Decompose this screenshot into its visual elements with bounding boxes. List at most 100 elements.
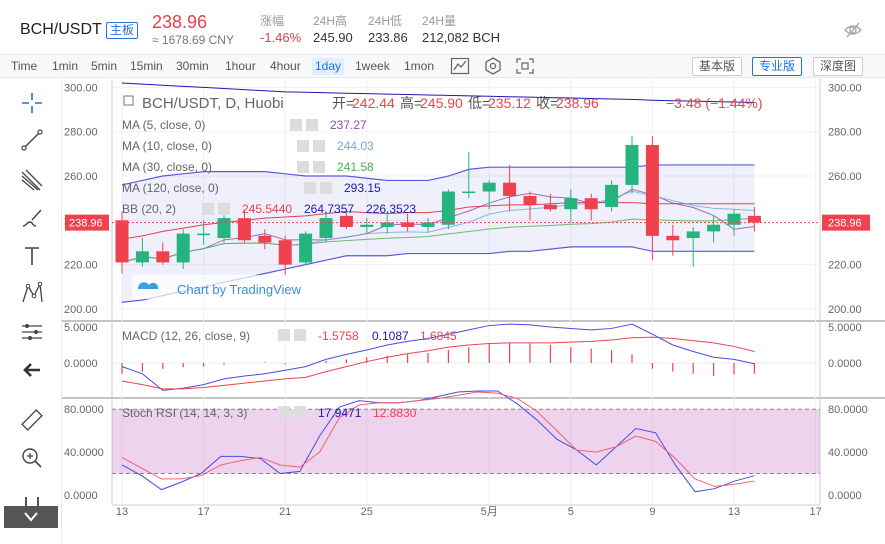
candle-body	[421, 222, 435, 227]
candlesticks[interactable]	[112, 136, 820, 276]
text-icon[interactable]	[18, 242, 46, 270]
view-basic-button[interactable]: 基本版	[692, 57, 743, 76]
candle-body	[380, 222, 394, 227]
macd-pane	[112, 323, 820, 391]
view-pro-button[interactable]: 专业版	[752, 57, 803, 76]
time-tick: 13	[728, 506, 740, 518]
rsi-tick-left: 40.0000	[64, 447, 104, 459]
timeframe-1min[interactable]: 1min	[52, 59, 79, 73]
time-tick: 17	[809, 506, 821, 518]
timeframe-5min[interactable]: 5min	[91, 59, 118, 73]
indicator-label: BB (20, 2)	[122, 202, 176, 216]
timeframe-30min[interactable]: 30min	[176, 59, 209, 73]
rsi-value: 17.9471	[318, 406, 362, 420]
ticker-header: BCH/USDT 主板 238.96 ≈ 1678.69 CNY 涨幅 -1.4…	[0, 0, 885, 54]
ohlc-value: 235.12	[488, 95, 531, 111]
indicator-value: 244.03	[337, 139, 374, 153]
timeframe-4hour[interactable]: 4hour	[270, 59, 301, 73]
indicator-icon[interactable]	[483, 57, 503, 75]
zoom-in-icon[interactable]	[18, 444, 46, 472]
time-tick: 25	[361, 506, 373, 518]
tradingview-logo-icon	[137, 282, 159, 289]
pitchfork-icon[interactable]	[18, 166, 46, 194]
stat-value: 245.90	[313, 30, 353, 45]
close-icon	[313, 161, 325, 173]
macd-tick-right: 5.0000	[828, 322, 862, 334]
candle-body	[217, 218, 231, 239]
candle-body	[176, 233, 190, 263]
ohlc-change: −3.48 (−1.44%)	[666, 95, 763, 111]
ohlc-value: 238.96	[556, 95, 599, 111]
candle-body	[564, 198, 578, 210]
price-tick-left: 220.00	[64, 260, 98, 272]
ohlc-label: 开=	[332, 95, 354, 111]
candle-body	[441, 191, 455, 225]
fullscreen-icon[interactable]	[515, 57, 535, 75]
candle-body	[135, 251, 149, 263]
chart-legend: BCH/USDT, D, Huobi 开=242.44 高=245.90 低=235.…	[122, 95, 763, 420]
stoch-k-line	[121, 390, 755, 493]
stat-24h-volume: 24H量 212,082 BCH	[422, 12, 500, 45]
price-tick-right: 200.00	[828, 304, 862, 316]
candle-body	[584, 198, 598, 210]
legend-title: BCH/USDT, D, Huobi	[142, 95, 284, 112]
candle-body	[258, 235, 272, 243]
ohlc-label: 收=	[536, 95, 558, 111]
time-tick: 21	[279, 506, 291, 518]
stat-24h-low: 24H低 233.86	[368, 12, 408, 45]
timeframe-1hour[interactable]: 1hour	[225, 59, 256, 73]
rsi-tick-right: 80.0000	[828, 404, 868, 416]
price-tick-right: 300.00	[828, 82, 862, 94]
macd-tick-left: 0.0000	[64, 358, 98, 370]
timeframe-1day[interactable]: 1day	[312, 58, 345, 75]
ohlc-label: 高=	[400, 95, 422, 111]
stat-value: 212,082 BCH	[422, 30, 501, 45]
price-chart[interactable]: 300.00300.00280.00280.00260.00260.00240.…	[62, 79, 885, 544]
timeframe-15min[interactable]: 15min	[130, 59, 163, 73]
macd-tick-left: 5.0000	[64, 322, 98, 334]
pattern-icon[interactable]	[18, 280, 46, 308]
grid-lines	[112, 79, 820, 504]
timeframe-time[interactable]: Time	[11, 59, 38, 73]
ruler-icon[interactable]	[18, 406, 46, 434]
stat-value: -1.46%	[260, 30, 302, 45]
candle-body	[503, 182, 517, 196]
trend-line-icon[interactable]	[18, 126, 46, 154]
candle-body	[605, 184, 619, 208]
time-tick: 5	[568, 506, 574, 518]
candle-body	[686, 231, 700, 239]
candle-body	[278, 240, 292, 265]
price-tick-left: 280.00	[64, 127, 98, 139]
measure-icon[interactable]	[18, 318, 46, 346]
pair-name[interactable]: BCH/USDT	[20, 21, 102, 38]
stat-label: 24H高	[313, 14, 348, 28]
indicator-value: 264.7357	[304, 202, 354, 216]
stat-label: 24H量	[422, 14, 457, 28]
timeframe-1week[interactable]: 1week	[355, 59, 390, 73]
indicator-value: 293.15	[344, 181, 381, 195]
close-icon	[294, 406, 306, 418]
price-tick-right: 220.00	[828, 260, 862, 272]
price-tick-left: 300.00	[64, 82, 98, 94]
brush-icon[interactable]	[18, 204, 46, 232]
chart-type-icon[interactable]	[450, 57, 470, 75]
candle-body	[482, 182, 496, 192]
legend-collapse-box	[123, 95, 134, 106]
candle-body	[115, 220, 129, 263]
settings-icon	[278, 406, 290, 418]
arrow-left-icon[interactable]	[18, 356, 46, 384]
ohlc-value: 245.90	[420, 95, 463, 111]
chart-toolbar: Time 1min 5min 15min 30min 1hour 4hour 1…	[0, 54, 885, 78]
candle-body	[462, 191, 476, 194]
view-depth-button[interactable]: 深度图	[813, 57, 864, 76]
timeframe-1mon[interactable]: 1mon	[404, 59, 435, 73]
candle-body	[747, 215, 761, 223]
indicator-label: MA (10, close, 0)	[122, 139, 212, 153]
collapse-toolbar-button[interactable]	[4, 506, 58, 528]
crosshair-icon[interactable]	[18, 89, 46, 117]
price-tag-right-text: 238.96	[828, 218, 862, 230]
settings-icon	[290, 119, 302, 131]
no-eye-icon[interactable]	[843, 20, 863, 40]
close-icon	[306, 119, 318, 131]
last-price: 238.96	[152, 12, 208, 32]
